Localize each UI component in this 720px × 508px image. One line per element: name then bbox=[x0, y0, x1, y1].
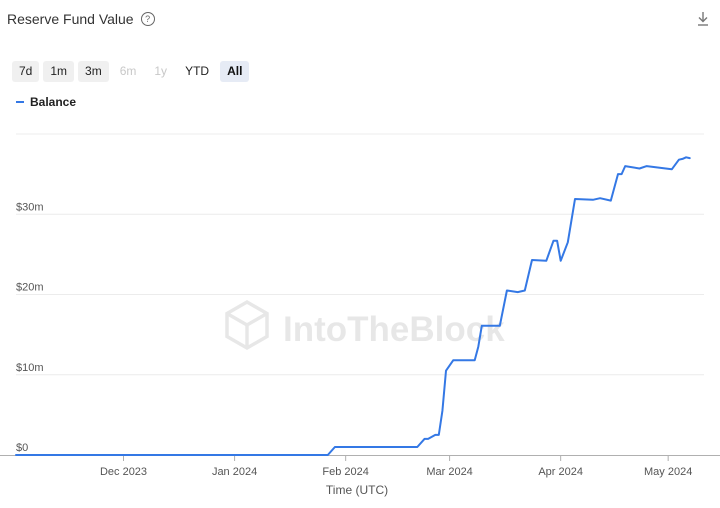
x-axis: Dec 2023 Jan 2024 Feb 2024 Mar 2024 Apr 2024… bbox=[0, 455, 720, 478]
x-tick-label: Mar 2024 bbox=[426, 466, 472, 478]
question-circle-icon[interactable]: ? bbox=[140, 12, 155, 26]
grid-lines bbox=[16, 133, 704, 376]
series-line-balance[interactable] bbox=[15, 156, 691, 456]
legend-swatch bbox=[16, 101, 24, 103]
x-tick-label: Dec 2023 bbox=[100, 466, 147, 478]
range-button-all[interactable]: All bbox=[220, 61, 250, 82]
y-axis: $0 $10m $20m $30m bbox=[16, 201, 44, 454]
range-button-1y: 1y bbox=[147, 61, 175, 82]
download-icon[interactable] bbox=[696, 11, 710, 27]
chart-header: Reserve Fund Value ? bbox=[7, 11, 155, 27]
chart-title: Reserve Fund Value bbox=[7, 11, 134, 27]
x-tick-label: Apr 2024 bbox=[538, 466, 583, 478]
range-button-3m[interactable]: 3m bbox=[78, 61, 109, 82]
x-tick-label: Jan 2024 bbox=[212, 466, 257, 478]
range-button-1m[interactable]: 1m bbox=[43, 61, 75, 82]
x-tick-label: May 2024 bbox=[644, 466, 692, 478]
x-axis-title: Time (UTC) bbox=[326, 483, 388, 497]
y-tick-label: $20m bbox=[16, 282, 44, 294]
legend[interactable]: Balance bbox=[16, 95, 76, 109]
watermark: IntoTheBlock bbox=[225, 299, 505, 351]
y-tick-label: $10m bbox=[16, 362, 44, 374]
y-tick-label: $0 bbox=[16, 442, 28, 454]
range-button-ytd[interactable]: YTD bbox=[178, 61, 217, 82]
range-button-6m: 6m bbox=[112, 61, 144, 82]
watermark-text: IntoTheBlock bbox=[283, 310, 505, 349]
series-layer bbox=[15, 156, 691, 456]
x-tick-label: Feb 2024 bbox=[322, 466, 368, 478]
y-tick-label: $30m bbox=[16, 201, 44, 213]
legend-label-balance: Balance bbox=[30, 95, 77, 109]
range-button-7d[interactable]: 7d bbox=[12, 61, 40, 82]
time-range-selector: 7d 1m 3m 6m 1y YTD All bbox=[12, 61, 250, 82]
watermark-logo bbox=[225, 299, 269, 351]
